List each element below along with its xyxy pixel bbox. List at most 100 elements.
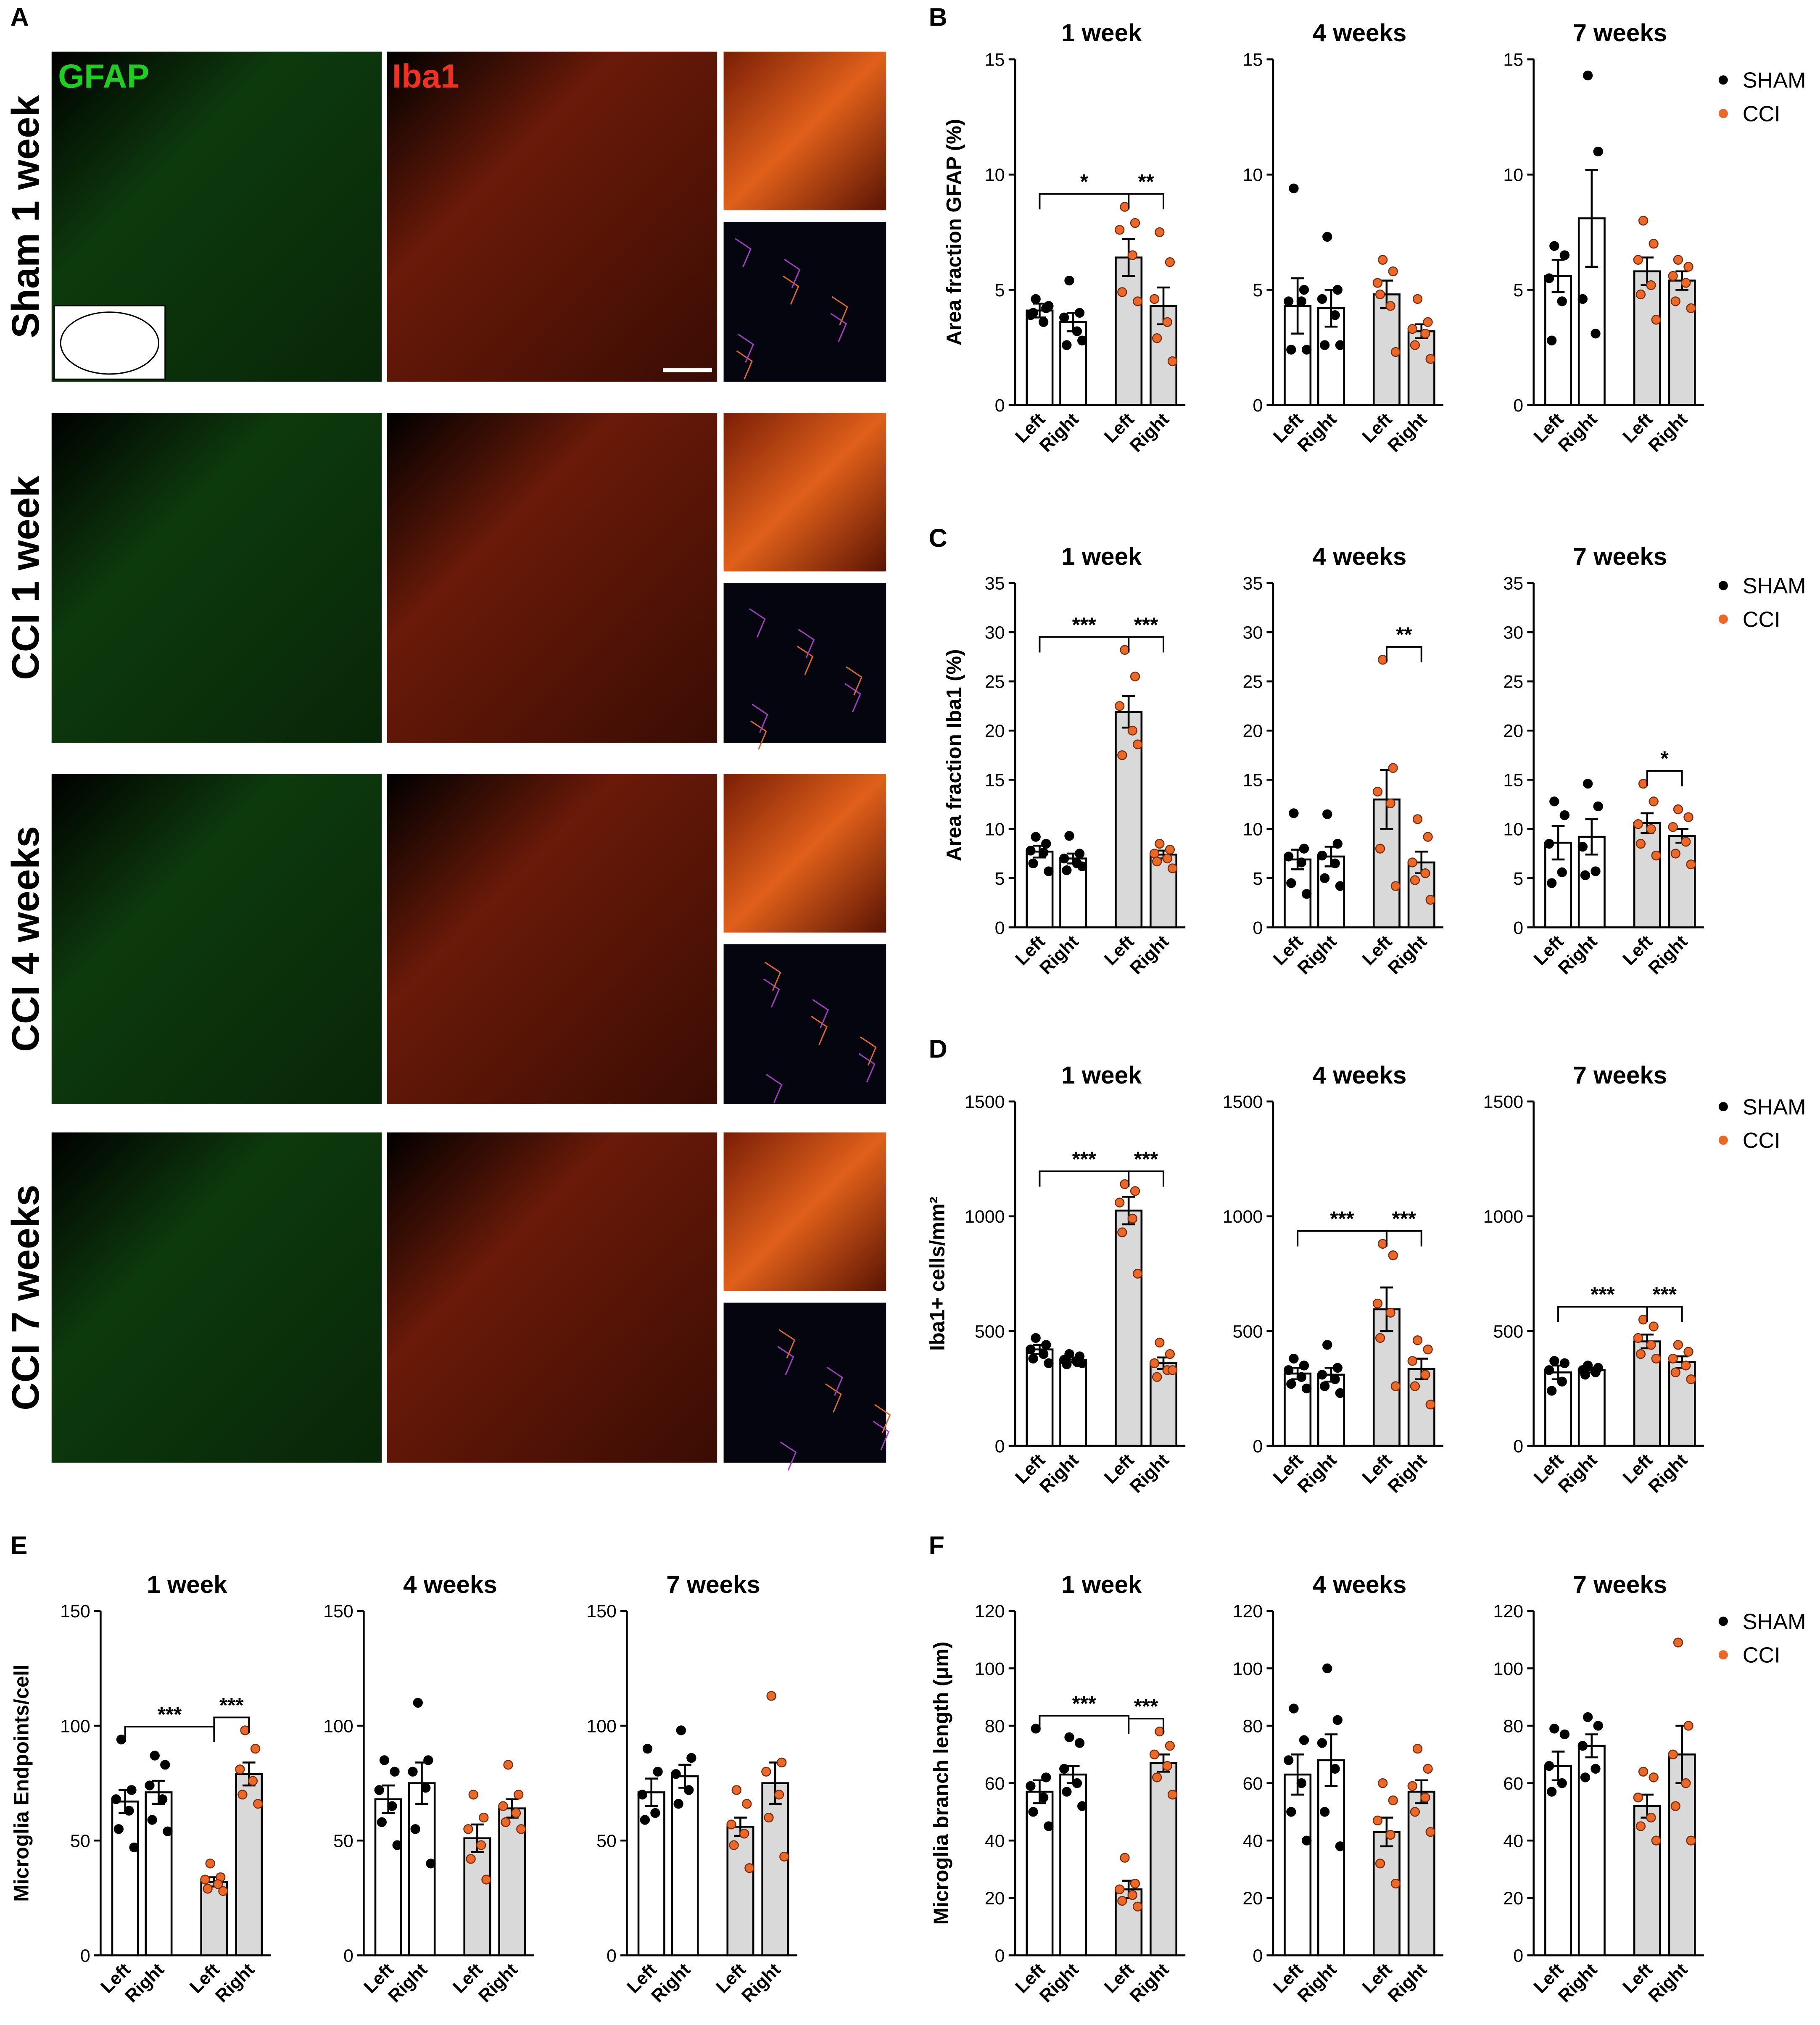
skeleton-branch — [860, 1036, 877, 1066]
inset-image — [723, 413, 886, 572]
legend-label: SHAM — [1743, 69, 1806, 93]
x-tick-label: Right — [738, 1959, 785, 2007]
significance-bracket — [1128, 193, 1165, 210]
data-point — [1284, 296, 1294, 306]
data-point — [1155, 838, 1165, 849]
x-tick-label: Right — [475, 1959, 522, 2007]
panel-letter: E — [11, 1531, 28, 1560]
data-point — [1064, 1732, 1074, 1742]
legend-label: SHAM — [1743, 1610, 1806, 1634]
data-point — [1686, 1835, 1696, 1846]
significance-label: ** — [1396, 624, 1412, 646]
y-tick-label: 10 — [1503, 165, 1523, 185]
legend-marker — [1718, 581, 1728, 591]
y-tick-label: 30 — [985, 623, 1005, 643]
data-point — [1132, 739, 1143, 749]
data-point — [1317, 1738, 1327, 1748]
data-point — [1038, 1793, 1049, 1803]
y-tick-label: 15 — [985, 770, 1005, 791]
x-tick-label: Right — [1645, 409, 1692, 456]
significance-label: ** — [1138, 171, 1154, 193]
data-point — [1423, 317, 1433, 327]
data-point — [637, 1790, 647, 1800]
data-point — [1062, 1787, 1072, 1797]
data-point — [1390, 881, 1401, 891]
data-point — [1681, 1778, 1691, 1788]
data-point — [1115, 701, 1125, 711]
data-point — [761, 1767, 771, 1777]
data-point — [1549, 796, 1559, 807]
skeleton-branch — [763, 978, 780, 1008]
data-point — [479, 1812, 489, 1823]
chart-title: 4 weeks — [1313, 19, 1407, 47]
data-point — [1372, 1298, 1383, 1309]
significance-label: * — [1080, 171, 1089, 193]
data-point — [1149, 294, 1160, 304]
y-tick-label: 0 — [1253, 396, 1263, 416]
y-tick-label: 25 — [985, 672, 1005, 692]
data-point — [1127, 725, 1138, 736]
data-point — [163, 1826, 173, 1836]
x-tick-label: Right — [1384, 409, 1431, 456]
y-tick-label: 5 — [995, 280, 1005, 301]
data-point — [1041, 1772, 1051, 1782]
y-tick-label: 120 — [975, 1601, 1005, 1622]
x-tick-label: Right — [1384, 931, 1431, 978]
data-point — [1074, 1738, 1085, 1748]
data-point — [1332, 1715, 1343, 1725]
bar — [1544, 1765, 1572, 1956]
y-tick-label: 1000 — [965, 1207, 1005, 1227]
data-point — [1410, 1807, 1420, 1817]
y-tick-label: 500 — [1493, 1321, 1524, 1342]
y-tick-label: 0 — [343, 1946, 353, 1966]
y-tick-label: 0 — [1513, 1946, 1523, 1966]
data-point — [1420, 868, 1430, 878]
skeleton-branch — [797, 646, 814, 675]
data-point — [235, 1764, 245, 1775]
data-point — [1064, 275, 1074, 286]
data-point — [1059, 853, 1069, 864]
significance-bracket — [1039, 1170, 1130, 1187]
data-point — [1646, 280, 1656, 290]
data-point — [513, 1790, 524, 1800]
data-point — [476, 1840, 486, 1850]
data-point — [1167, 356, 1178, 367]
data-point — [1038, 847, 1049, 858]
cord-outline — [60, 311, 159, 375]
data-point — [1132, 1268, 1143, 1279]
y-tick-label: 35 — [1503, 573, 1523, 593]
data-point — [1388, 266, 1398, 277]
y-tick-label: 30 — [1243, 623, 1263, 643]
bar — [1115, 1888, 1143, 1956]
data-point — [1673, 1340, 1683, 1350]
panel-letter: B — [928, 3, 947, 32]
data-point — [1026, 1781, 1036, 1791]
data-point — [1670, 849, 1680, 859]
data-point — [1549, 241, 1559, 251]
y-tick-label: 150 — [60, 1601, 90, 1622]
significance-bracket — [1646, 1305, 1683, 1322]
error-bar — [1291, 1753, 1304, 1796]
significance-label: *** — [219, 1694, 244, 1717]
data-point — [1385, 301, 1395, 311]
error-bar — [1324, 1733, 1338, 1787]
data-point — [1332, 1363, 1343, 1373]
data-point — [779, 1851, 789, 1862]
data-point — [1633, 1333, 1643, 1343]
data-point — [642, 1743, 653, 1754]
x-tick-label: Right — [1294, 931, 1341, 978]
x-tick-label: Right — [1126, 1450, 1173, 1497]
channel-label: GFAP — [58, 58, 149, 95]
legend-label: SHAM — [1743, 574, 1806, 599]
data-point — [1077, 1358, 1087, 1368]
error-bar — [1551, 258, 1565, 293]
skeleton-branch — [825, 1383, 842, 1413]
bar — [1026, 1790, 1054, 1956]
data-point — [1651, 850, 1661, 861]
data-point — [1322, 809, 1332, 819]
data-point — [1115, 1197, 1125, 1208]
legend-marker — [1718, 1650, 1728, 1660]
y-tick-label: 25 — [1503, 672, 1523, 692]
chart-title: 4 weeks — [403, 1571, 497, 1598]
y-tick-label: 120 — [1233, 1601, 1263, 1622]
